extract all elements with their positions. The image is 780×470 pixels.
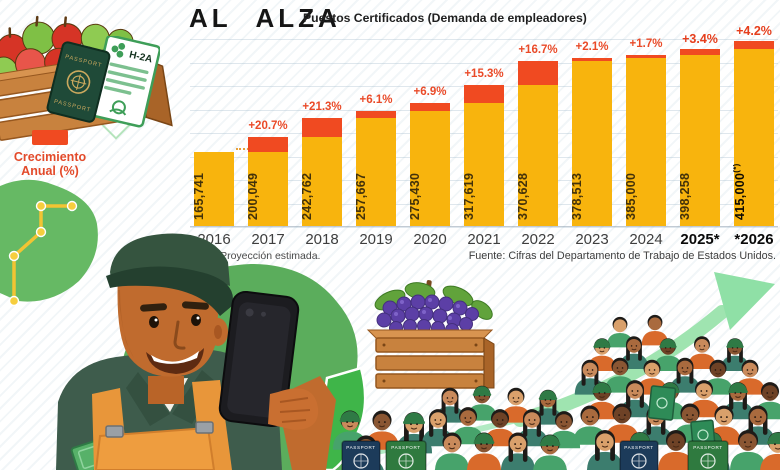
h2a-label: H-2A xyxy=(128,49,153,65)
svg-text:PASSPORT: PASSPORT xyxy=(346,445,375,450)
chart-baseline xyxy=(190,226,778,227)
year-label-2021: 2021 xyxy=(467,231,501,248)
worker-person xyxy=(587,338,617,371)
legend-growth-label: Crecimiento Anual (%) xyxy=(13,150,87,178)
year-label-2025*: 2025* xyxy=(680,231,720,248)
growth-segment-2021 xyxy=(464,84,504,104)
passport-illustration: PASSPORT PASSPORT xyxy=(46,41,111,123)
growth-segment-2024 xyxy=(626,54,666,58)
worker-person xyxy=(687,336,717,369)
growth-segment-*2026 xyxy=(734,41,774,49)
value-label-2024: 385,000 xyxy=(624,172,638,220)
worker-person xyxy=(641,314,669,346)
growth-label-2018: +21.3% xyxy=(302,100,342,113)
crowd-passport-icon: PASSPORT xyxy=(687,440,729,470)
worker-person xyxy=(501,432,535,470)
bar-2024 xyxy=(626,57,666,226)
year-label-*2026: *2026 xyxy=(734,231,774,248)
chart-footnote: *Proyección estimada. xyxy=(216,250,321,262)
value-label-2019: 257,667 xyxy=(354,172,368,220)
route-map-illustration xyxy=(0,179,98,307)
gridline xyxy=(190,39,778,40)
growth-label-2020: +6.9% xyxy=(413,86,447,99)
worker-person xyxy=(483,409,517,447)
chart-source: Fuente: Cifras del Departamento de Traba… xyxy=(468,250,776,262)
value-label-2022: 370,628 xyxy=(516,172,530,220)
value-label-*2026: 415,000(*) xyxy=(732,163,748,220)
growth-segment-2018 xyxy=(302,117,342,137)
worker-person xyxy=(734,359,766,395)
growth-segment-2017 xyxy=(248,136,288,153)
bar-2022 xyxy=(518,84,558,226)
worker-person xyxy=(466,385,498,421)
year-label-2024: 2024 xyxy=(629,231,663,248)
bar-2021 xyxy=(464,103,504,226)
bar-2025* xyxy=(680,54,720,226)
growth-label-2022: +16.7% xyxy=(518,44,558,57)
growth-segment-2025* xyxy=(680,48,720,55)
bar-2023 xyxy=(572,61,612,226)
growth-label-*2026: +4.2% xyxy=(736,24,772,39)
year-label-2023: 2023 xyxy=(575,231,609,248)
bar-2018 xyxy=(302,136,342,226)
growth-label-2024: +1.7% xyxy=(629,37,663,50)
growth-label-2023: +2.1% xyxy=(575,40,609,53)
value-superscript: (*) xyxy=(732,163,741,173)
svg-text:PASSPORT: PASSPORT xyxy=(693,445,722,450)
year-label-2022: 2022 xyxy=(521,231,555,248)
crowd-document-icon xyxy=(647,385,677,421)
bar-2020 xyxy=(410,111,450,226)
bar-2016 xyxy=(194,152,234,226)
year-label-2019: 2019 xyxy=(359,231,393,248)
value-label-2016: 165,741 xyxy=(192,172,206,220)
crowd-passport-icon: PASSPORT xyxy=(619,440,659,470)
svg-text:PASSPORT: PASSPORT xyxy=(624,445,653,450)
worker-person xyxy=(606,316,634,348)
gridline xyxy=(190,62,778,64)
growth-label-2019: +6.1% xyxy=(359,94,393,107)
chart-title: AL ALZA xyxy=(189,3,341,33)
year-label-2017: 2017 xyxy=(251,231,285,248)
worker-person xyxy=(730,429,766,470)
worker-person xyxy=(587,429,623,470)
growth-segment-2020 xyxy=(410,103,450,112)
year-label-2020: 2020 xyxy=(413,231,447,248)
bar-*2026 xyxy=(734,48,774,226)
worker-person xyxy=(658,429,694,470)
value-label-2021: 317,619 xyxy=(462,172,476,220)
value-label-2020: 275,430 xyxy=(408,172,422,220)
growth-label-2017: +20.7% xyxy=(248,119,288,132)
h2a-visa-documents: H-2A PASSPORT PASSPORT xyxy=(46,36,160,128)
legend-growth-swatch xyxy=(32,130,68,145)
worker-person xyxy=(547,411,581,449)
bar-2019 xyxy=(356,117,396,226)
growth-label-2021: +15.3% xyxy=(464,67,504,80)
value-label-2018: 242,762 xyxy=(300,172,314,220)
bar-2017 xyxy=(248,152,288,226)
crowd-illustration: PASSPORT PASSPORT PASSPORT PASSPORT xyxy=(332,314,780,470)
worker-person xyxy=(533,434,567,470)
grapes-crate-illustration xyxy=(366,280,495,389)
crowd-passport-icon: PASSPORT xyxy=(341,440,381,470)
growth-segment-2022 xyxy=(518,61,558,85)
worker-person xyxy=(720,338,750,371)
worker-person xyxy=(467,432,501,470)
worker-person xyxy=(653,338,683,371)
growth-segment-2019 xyxy=(356,111,396,118)
crowd-passport-icon: PASSPORT xyxy=(385,440,427,470)
svg-text:PASSPORT: PASSPORT xyxy=(391,445,420,450)
worker-person xyxy=(760,431,780,470)
farmer-illustration xyxy=(56,233,336,470)
growth-segment-2023 xyxy=(572,57,612,62)
value-label-2025*: 398,258 xyxy=(678,172,692,220)
value-label-2023: 378,513 xyxy=(570,172,584,220)
year-label-2018: 2018 xyxy=(305,231,339,248)
worker-person xyxy=(435,432,469,470)
value-label-2017: 200,049 xyxy=(246,172,260,220)
growth-label-2025*: +3.4% xyxy=(682,31,718,46)
chart-subtitle: Puestos Certificados (Demanda de emplead… xyxy=(303,11,587,25)
gridline xyxy=(190,227,778,228)
